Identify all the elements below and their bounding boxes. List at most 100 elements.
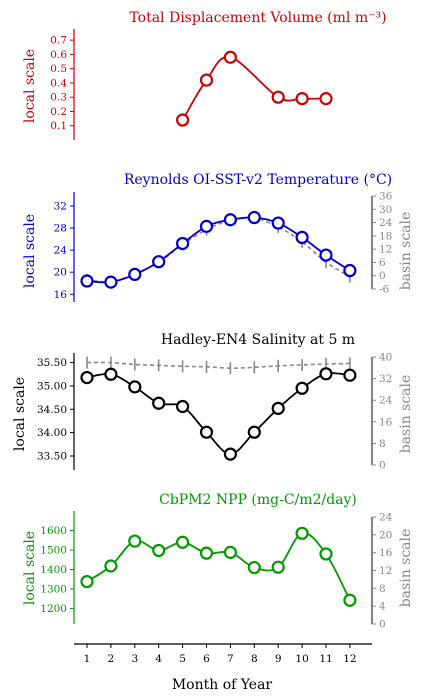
data-point [247,210,261,225]
data-point [223,50,237,64]
x-tick-label: 11 [319,653,332,665]
x-tick-label: 1 [84,653,91,665]
y2-tick-label: 16 [379,416,393,428]
panel-title: Total Displacement Volume (ml m⁻³) [129,10,386,26]
y-tick-label: 32 [54,200,67,212]
panel-title: Hadley-EN4 Salinity at 5 m [161,332,355,348]
data-point [104,275,118,289]
panel-title: CbPM2 NPP (mg-C/m2/day) [159,492,357,508]
y2-tick-label: 36 [379,191,393,203]
data-point [176,236,190,251]
data-point [343,368,357,382]
y2-tick-label: 30 [379,204,392,216]
y-tick-label: 1300 [40,583,67,595]
data-point [271,90,285,104]
y-tick-label: 1500 [40,545,67,557]
y2-tick-label: 0 [379,460,386,472]
data-point [199,425,214,439]
y2-tick-label: 16 [379,547,393,559]
y2-tick-label: 8 [379,438,386,450]
y-axis-label: local scale [22,531,38,605]
data-point [319,547,333,561]
x-tick-label: 7 [227,653,234,665]
data-point [128,380,142,394]
data-point [271,560,285,574]
y-tick-label: 1400 [40,564,67,576]
x-tick-label: 5 [179,653,186,665]
y2-tick-label: 18 [379,230,392,242]
y-tick-label: 0.2 [50,106,67,118]
data-point [271,216,285,230]
data-point [176,399,190,414]
y2-tick-label: 12 [379,244,392,256]
data-point [104,559,118,573]
y-tick-label: 16 [54,289,68,301]
y2-tick-label: 24 [379,217,393,229]
x-tick-label: 10 [295,653,308,665]
y-tick-label: 34.50 [37,404,67,416]
y2-tick-label: 6 [379,257,386,269]
panel-3: Hadley-EN4 Salinity at 5 m 33.50 34.00 34.5… [12,332,414,472]
y-tick-label: 20 [54,267,67,279]
y2-axis-label: basin scale [398,375,414,454]
y-tick-label: 35.50 [37,357,67,369]
y-tick-label: 28 [54,223,67,235]
panel-title: Reynolds OI-SST-v2 Temperature (°C) [124,172,392,188]
y-axis-label: local scale [22,49,38,123]
y-tick-label: 0.4 [50,77,67,89]
y-tick-label: 1600 [40,525,67,537]
data-point [247,560,261,575]
y-axis-label: local scale [22,214,38,288]
x-tick-label: 6 [203,653,210,665]
y2-axis-label: basin scale [398,212,414,291]
x-tick-label: 9 [275,653,282,665]
y2-tick-label: 20 [379,529,392,541]
y-axis-label: local scale [12,377,28,451]
data-point [223,213,237,227]
data-point [176,535,190,549]
data-point [295,526,309,540]
data-point [295,92,309,106]
data-point [199,219,214,233]
data-point [199,73,214,87]
data-point [271,401,285,415]
data-point [343,263,357,278]
data-point [223,447,237,461]
series-line [86,532,351,601]
x-tick-label: 4 [155,653,162,665]
y2-tick-label: 32 [379,373,392,385]
y-tick-label: 0.7 [50,35,67,47]
y-tick-label: 1200 [40,603,67,615]
data-point [247,425,261,439]
data-point [295,230,309,245]
series-line [86,372,350,456]
y2-tick-label: 12 [379,565,392,577]
data-point [199,546,214,560]
data-point [319,92,333,106]
y2-tick-label: 24 [379,395,393,407]
x-tick-label: 8 [251,653,258,665]
data-point [152,396,166,410]
data-point [80,370,94,385]
y2-tick-label: 24 [379,512,393,524]
data-point [343,593,357,607]
basin-series-line [86,361,350,370]
data-point [223,545,237,559]
panel-2: Reynolds OI-SST-v2 Temperature (°C) 16 20 2… [22,172,414,302]
y-tick-label: 24 [54,245,68,257]
data-point [128,534,142,548]
data-point [104,367,118,381]
y2-tick-label: -6 [379,284,390,296]
y-tick-label: 34.00 [37,427,67,439]
data-point [152,543,166,558]
y-tick-label: 0.5 [50,63,67,75]
y2-tick-label: 0 [379,619,386,631]
panel-1: Total Displacement Volume (ml m⁻³) 0.1 0.2… [22,10,387,140]
data-point [152,255,166,269]
data-point [319,248,333,262]
y-tick-label: 35.00 [37,380,67,392]
y2-tick-label: 0 [379,270,386,282]
x-tick-label: 3 [131,653,138,665]
